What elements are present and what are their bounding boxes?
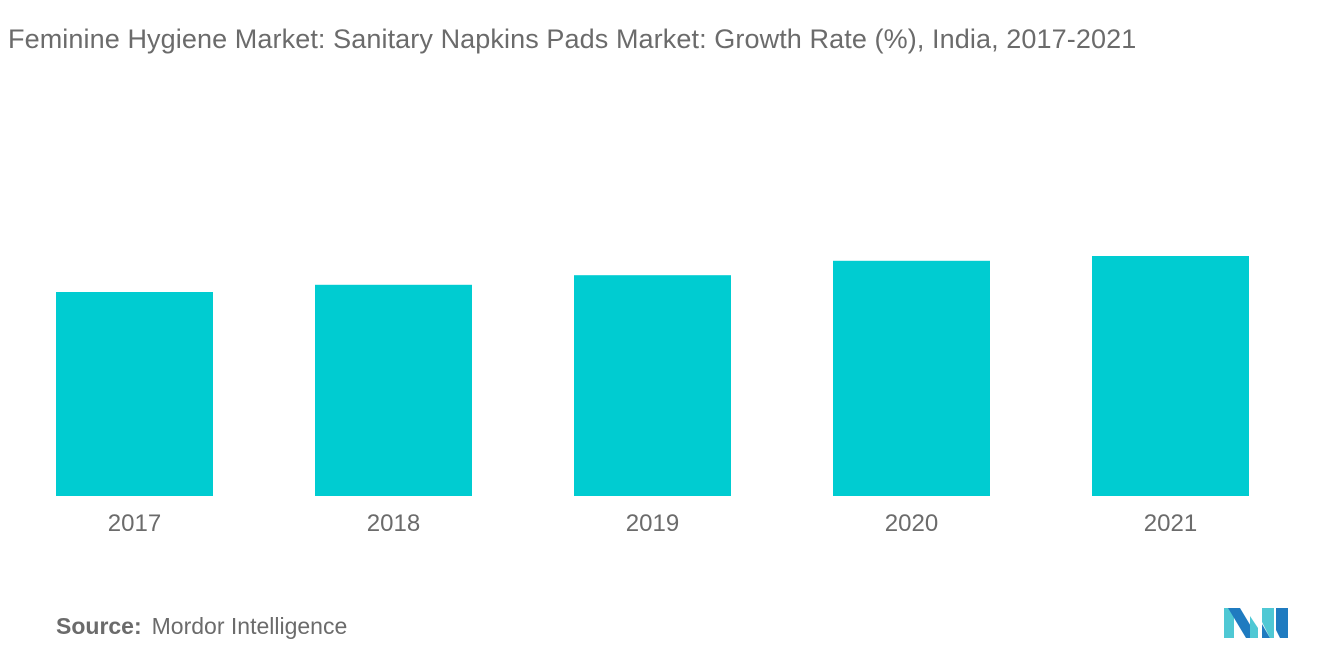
source-note: Source: Mordor Intelligence	[56, 613, 347, 640]
x-tick-label: 2021	[1144, 510, 1197, 537]
bar-chart: 2017 2018 2019 2020 2021	[56, 256, 1249, 537]
source-label: Source:	[56, 613, 142, 639]
bar-2021	[1092, 256, 1249, 496]
chart-title: Feminine Hygiene Market: Sanitary Napkin…	[8, 24, 1137, 54]
bar-2017	[56, 292, 213, 496]
x-tick-label: 2020	[885, 510, 938, 537]
x-tick-label: 2018	[367, 510, 420, 537]
bar-2020	[833, 260, 990, 496]
mordor-intelligence-logo	[1224, 608, 1288, 638]
bar-2019	[574, 275, 731, 496]
x-tick-label: 2019	[626, 510, 679, 537]
bar-2018	[315, 284, 472, 496]
x-tick-label: 2017	[108, 510, 161, 537]
source-value: Mordor Intelligence	[151, 613, 348, 639]
